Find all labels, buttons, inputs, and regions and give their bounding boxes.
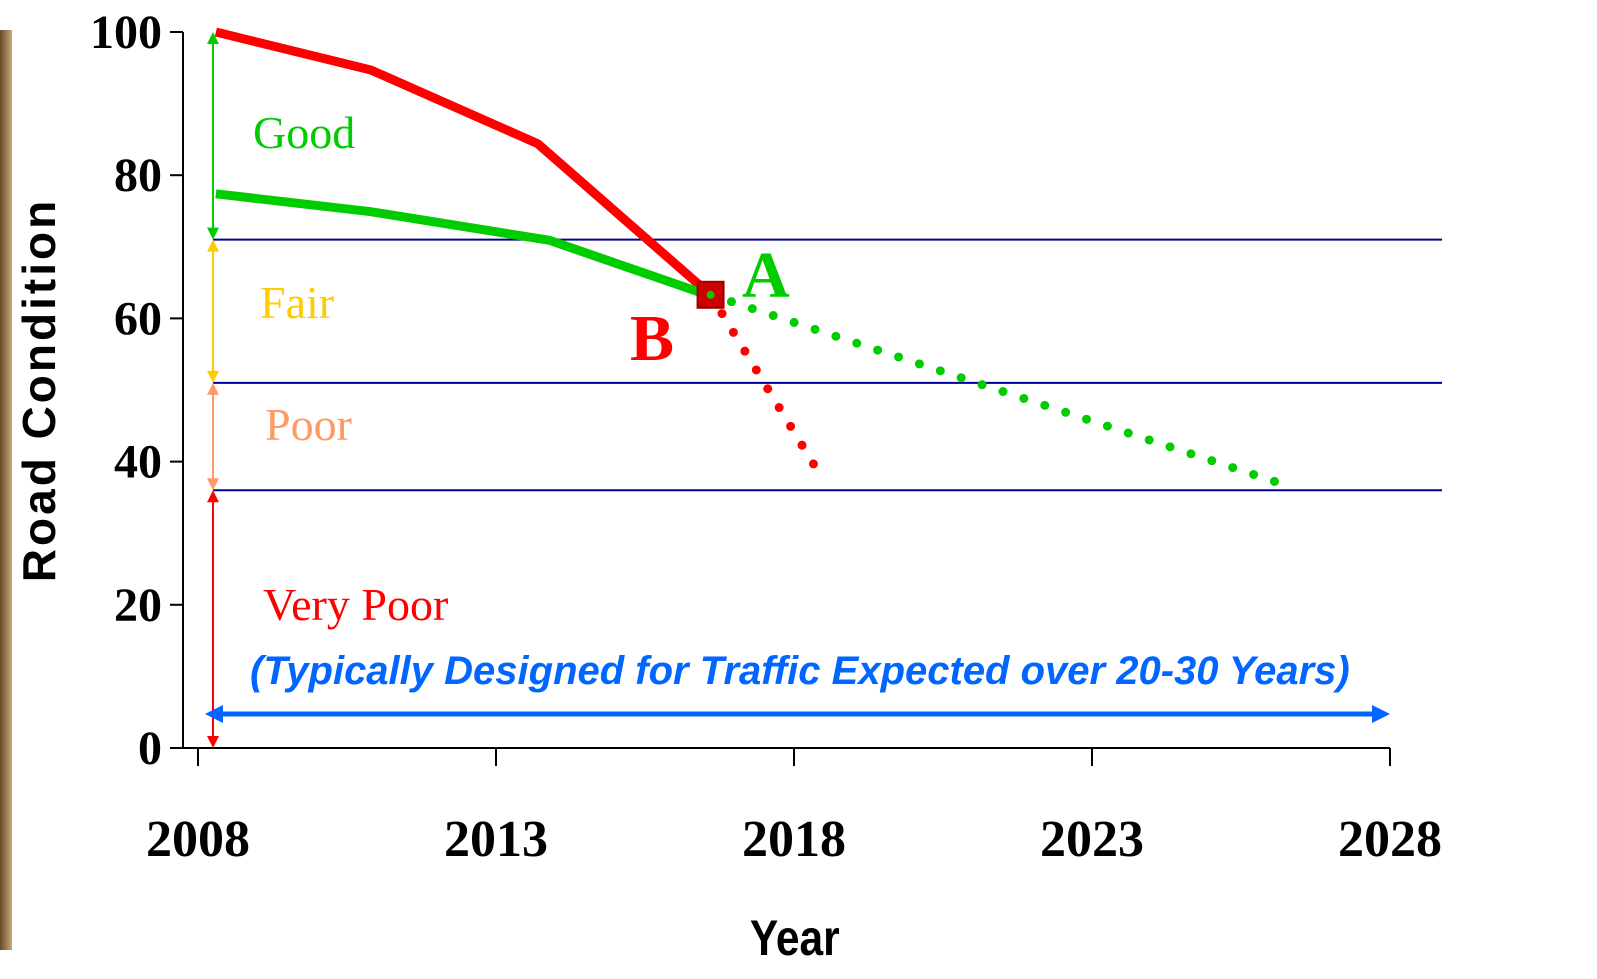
- point-label: B: [630, 302, 674, 375]
- band-arrow-head: [207, 383, 219, 395]
- chart: Road Condition Year 0 20 40 60 80 100 2008 2013…: [0, 0, 1597, 979]
- photo-strip: [0, 30, 12, 950]
- x-tick-label: 2013: [444, 811, 548, 868]
- band-arrow-head: [207, 478, 219, 490]
- band-arrow-head: [207, 240, 219, 252]
- band-arrow-head: [207, 736, 219, 748]
- y-axis-label: Road Condition: [13, 198, 65, 582]
- band-label: Very Poor: [263, 579, 448, 630]
- span-arrow-head: [1372, 705, 1390, 723]
- band-arrow-head: [207, 371, 219, 383]
- intersection-dot: [707, 291, 715, 299]
- x-axis-label: Year: [750, 910, 840, 966]
- band-label: Poor: [265, 399, 352, 450]
- x-tick-label: 2028: [1338, 811, 1442, 868]
- y-tick-label: 80: [114, 149, 162, 202]
- y-tick-label: 60: [114, 292, 162, 345]
- x-tick-label: 2023: [1040, 811, 1144, 868]
- series-line: [216, 32, 711, 295]
- y-tick-label: 20: [114, 579, 162, 632]
- annotation: (Typically Designed for Traffic Expected…: [250, 649, 1350, 693]
- y-tick-label: 40: [114, 436, 162, 489]
- band-label: Good: [253, 107, 355, 158]
- series-line: [711, 295, 824, 481]
- y-tick-label: 100: [90, 6, 162, 59]
- x-tick-label: 2008: [146, 811, 250, 868]
- series-line: [711, 295, 1295, 488]
- x-tick-label: 2018: [742, 811, 846, 868]
- y-tick-label: 0: [138, 722, 162, 775]
- point-label: A: [742, 239, 790, 312]
- band-label: Fair: [260, 277, 334, 328]
- band-arrow-head: [207, 490, 219, 502]
- band-arrow-head: [207, 228, 219, 240]
